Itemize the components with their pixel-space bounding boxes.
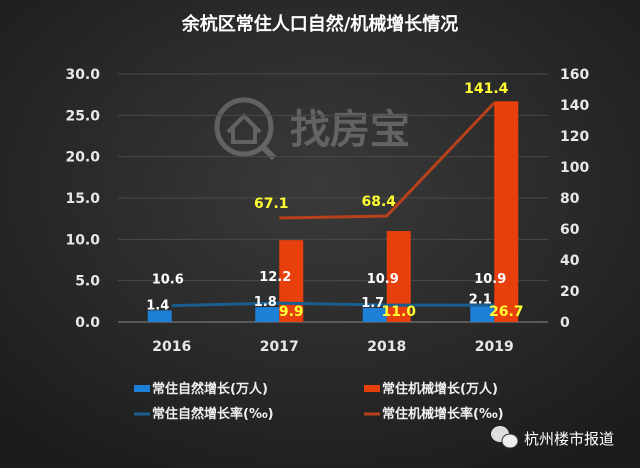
source-credit: 杭州楼市报道	[491, 426, 614, 449]
y-left-tick-label: 10.0	[65, 232, 100, 248]
y-right-tick-label: 60	[560, 222, 580, 238]
bar-mechanical	[494, 101, 519, 322]
line-label: 10.9	[474, 272, 506, 287]
house-search-icon	[214, 97, 277, 161]
bar-label: 9.9	[279, 304, 304, 320]
bar-natural	[362, 307, 387, 322]
y-left-tick-label: 25.0	[65, 108, 100, 124]
y-right-tick-label: 100	[560, 160, 589, 176]
x-tick-label: 2019	[475, 339, 514, 355]
legend-label: 常住自然增长(万人)	[152, 381, 268, 397]
y-left-tick-label: 15.0	[65, 191, 100, 207]
line-label: 67.1	[254, 196, 289, 212]
y-right-tick-label: 160	[560, 67, 589, 83]
bar-natural	[147, 310, 172, 322]
x-tick-label: 2017	[260, 339, 299, 355]
legend-label: 常住自然增长率(‰)	[152, 406, 274, 422]
y-right-tick-label: 120	[560, 129, 589, 145]
bar-label: 11.0	[381, 304, 416, 320]
line-label: 12.2	[259, 270, 291, 285]
y-left-tick-label: 0.0	[75, 315, 100, 331]
bar-mechanical	[386, 231, 411, 322]
line-label: 10.6	[152, 273, 184, 288]
bar-label: 26.7	[489, 304, 524, 320]
y-right-tick-label: 80	[560, 191, 580, 207]
line-label: 68.4	[361, 194, 396, 210]
bar-label: 1.4	[146, 298, 169, 313]
x-tick-label: 2018	[367, 339, 406, 355]
bar-natural	[255, 307, 280, 322]
line-label: 10.9	[367, 272, 399, 287]
y-right-tick-label: 40	[560, 253, 580, 269]
y-right-tick-label: 140	[560, 98, 589, 114]
y-left-tick-label: 20.0	[65, 150, 100, 166]
bar-label: 1.7	[361, 296, 384, 311]
watermark-text: 找房宝	[290, 107, 410, 153]
line-mechanical-rate	[279, 101, 496, 220]
bar-mechanical	[279, 240, 304, 322]
wechat-icon	[491, 426, 519, 449]
bar-natural	[470, 304, 495, 322]
source-text: 杭州楼市报道	[524, 430, 614, 448]
line-natural-rate	[171, 301, 495, 308]
y-right-tick-label: 0	[560, 315, 570, 331]
watermark: 找房宝	[214, 97, 410, 161]
y-left-tick-label: 5.0	[75, 274, 100, 290]
y-right-tick-label: 20	[560, 284, 580, 300]
legend-swatch	[364, 385, 380, 392]
x-tick-label: 2016	[152, 339, 191, 355]
line-label: 141.4	[464, 81, 509, 97]
legend-label: 常住机械增长率(‰)	[382, 406, 504, 422]
legend-label: 常住机械增长(万人)	[382, 381, 498, 397]
legend-swatch	[134, 385, 150, 392]
y-left-tick-label: 30.0	[65, 67, 100, 83]
bar-label: 1.8	[254, 295, 277, 310]
chart-title: 余杭区常住人口自然/机械增长情况	[181, 13, 459, 35]
bar-label: 2.1	[469, 293, 492, 308]
